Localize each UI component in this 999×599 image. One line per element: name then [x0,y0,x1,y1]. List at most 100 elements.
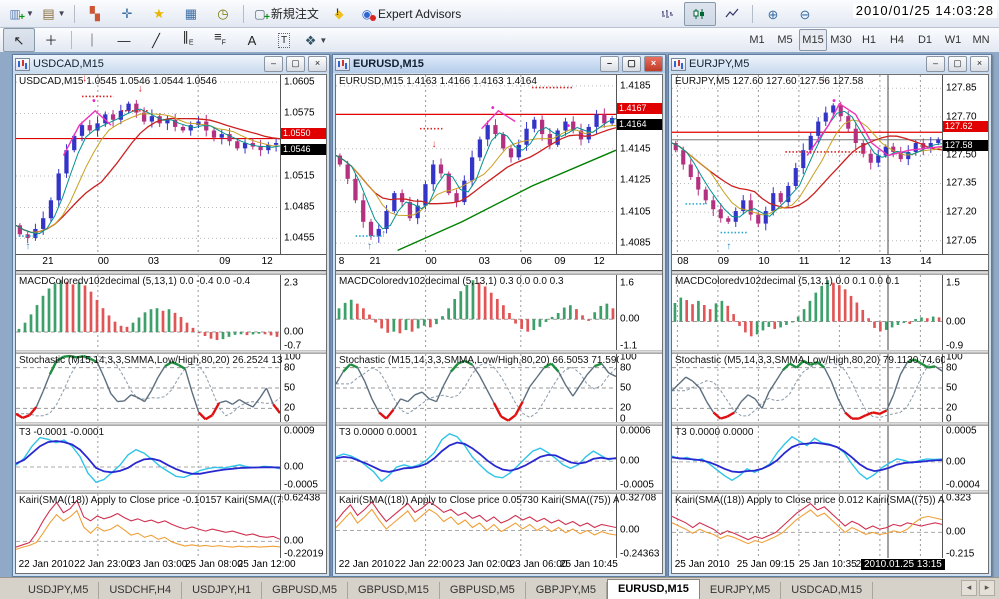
close-button[interactable]: × [644,56,663,72]
line-chart-button[interactable] [716,2,748,26]
kairi-plot[interactable] [16,494,280,558]
zoom-out-button[interactable]: ⊖ [789,2,821,26]
data-window-button[interactable]: ✛ [111,2,143,26]
kairi-pane[interactable]: Kairi(SMA((18)) Apply to Close price 0.0… [336,494,662,558]
bar-chart-button[interactable] [652,2,684,26]
kairi-pane[interactable]: Kairi(SMA((18)) Apply to Close price -0.… [16,494,326,558]
timeframe-button-h1[interactable]: H1 [861,34,877,46]
t3-pane[interactable]: T3 0.0000 0.0000 0.0005 0.00 -0.0004 [672,426,988,490]
fibonacci-tool-button[interactable]: ≡F [204,28,236,52]
main-pane[interactable]: ↓ ↑ • EURJPY,M5 127.60 127.60 127.56 127.58… [672,75,988,255]
macd-pane[interactable]: MACDColoredv102decimal (5,13,1) 0.0 -0.4… [16,275,326,350]
chart-tab[interactable]: GBPUSD,M5 [262,582,348,599]
chart-tab[interactable]: USDCHF,H4 [99,582,183,599]
chart-tab[interactable]: GBPUSD,M5 [440,582,526,599]
stoch-plot[interactable] [672,354,942,422]
timeframe-button-m30[interactable]: M30 [830,34,852,46]
restore-button[interactable]: ▢ [622,56,641,72]
horizontal-line-tool-button[interactable]: — [108,28,140,52]
vertical-line-tool-button[interactable]: ｜ [76,28,108,52]
kairi-plot[interactable] [336,494,616,558]
candlestick-chart-button[interactable] [684,2,716,26]
restore-button[interactable]: ▢ [286,56,305,72]
strategy-tester-button[interactable]: ◷ [207,2,239,26]
pane-separator[interactable] [16,350,326,354]
chart-tab[interactable]: USDJPY,M5 [18,582,100,599]
macd-plot[interactable] [672,275,942,350]
tab-scroll-right-button[interactable]: ▸ [979,580,995,596]
timeframe-button-h4[interactable]: H4 [889,34,905,46]
t3-plot[interactable] [672,426,942,490]
macd-plot[interactable] [16,275,280,350]
pane-separator[interactable] [672,422,988,426]
market-watch-button[interactable]: ▚ [79,2,111,26]
pane-separator[interactable] [336,490,662,494]
pane-separator[interactable] [672,271,988,275]
pane-separator[interactable] [16,271,326,275]
timeframe-button-m15[interactable]: M15 [799,29,827,51]
cursor-tool-button[interactable]: ↖ [3,28,35,52]
macd-pane[interactable]: MACDColoredv102decimal (5,13,1) 0.0 0.1 … [672,275,988,350]
pane-separator[interactable] [16,422,326,426]
trendline-tool-button[interactable]: ╱ [140,28,172,52]
t3-plot[interactable] [336,426,616,490]
kairi-pane[interactable]: Kairi(SMA((18)) Apply to Close price 0.0… [672,494,988,558]
restore-button[interactable]: ▢ [948,56,967,72]
stoch-plot[interactable] [16,354,280,422]
chart-tab[interactable]: USDCAD,M15 [781,582,874,599]
new-order-button[interactable]: ▢ + 新規注文 [248,2,323,26]
window-titlebar[interactable]: EURJPY,M5 – ▢ × [669,55,991,73]
window-titlebar[interactable]: EURUSD,M15 – ▢ × [333,55,665,73]
kairi-plot[interactable] [672,494,942,558]
pane-separator[interactable] [336,350,662,354]
timeframe-button-mn[interactable]: MN [972,34,990,46]
zoom-in-button[interactable]: ⊕ [757,2,789,26]
new-chart-button[interactable]: ▥ + ▼ [3,2,38,26]
stoch-pane[interactable]: Stochastic (M5,14,3,3,SMMA,Low/High,80,2… [672,354,988,422]
main-plot[interactable]: ↑ ↑ ↓ • • [336,75,616,254]
t3-plot[interactable] [16,426,280,490]
main-pane[interactable]: ↑ ↑ ↓ • • EURUSD,M15 1.4163 1.4166 1.4163 1.4… [336,75,662,255]
chart-tab[interactable]: EURJPY,M5 [700,582,782,599]
crosshair-tool-button[interactable]: ＋ [35,28,67,52]
stoch-pane[interactable]: Stochastic (M15,14,3,3,SMMA,Low/High,80,… [16,354,326,422]
minimize-button[interactable]: – [600,56,619,72]
expert-advisors-button[interactable]: ◉ Expert Advisors [355,2,465,26]
window-titlebar[interactable]: USDCAD,M15 – ▢ × [13,55,329,73]
chart-tab[interactable]: USDJPY,H1 [182,582,263,599]
pane-separator[interactable] [336,271,662,275]
pane-separator[interactable] [336,422,662,426]
channel-tool-button[interactable]: ∥E [172,28,204,52]
stoch-pane[interactable]: Stochastic (M15,14,3,3,SMMA,Low/High,80,… [336,354,662,422]
pane-separator[interactable] [672,350,988,354]
pane-separator[interactable] [16,490,326,494]
minimize-button[interactable]: – [926,56,945,72]
terminal-button[interactable]: ▦ [175,2,207,26]
pane-separator[interactable] [672,490,988,494]
minimize-button[interactable]: – [264,56,283,72]
text-label-tool-button[interactable]: T [268,28,300,52]
main-plot[interactable]: ↓ ↑ • [672,75,942,254]
tab-scroll-left-button[interactable]: ◂ [961,580,977,596]
chart-tab[interactable]: GBPJPY,M5 [526,582,608,599]
navigator-button[interactable]: ★ [143,2,175,26]
chart-tab[interactable]: GBPUSD,M15 [348,582,440,599]
main-pane[interactable]: ↓ ↓ ↑ • USDCAD,M15 1.0545 1.0546 1.0544 1.05… [16,75,326,255]
close-button[interactable]: × [970,56,989,72]
macd-pane[interactable]: MACDColoredv102decimal (5,13,1) 0.3 0.0 … [336,275,662,350]
t3-pane[interactable]: T3 -0.0001 -0.0001 0.0009 0.00 -0.0005 [16,426,326,490]
close-button[interactable]: × [308,56,327,72]
macd-plot[interactable] [336,275,616,350]
timeframe-button-d1[interactable]: D1 [917,34,933,46]
stoch-plot[interactable] [336,354,616,422]
t3-pane[interactable]: T3 0.0000 0.0001 0.0006 0.00 -0.0005 [336,426,662,490]
timeframe-button-m1[interactable]: M1 [749,34,765,46]
profiles-button[interactable]: ▤ ▼ [38,2,70,26]
timeframe-button-m5[interactable]: M5 [777,34,793,46]
chart-tab[interactable]: EURUSD,M15 [607,579,700,599]
metaeditor-button[interactable]: ◆! [323,2,355,26]
main-plot[interactable]: ↓ ↓ ↑ • [16,75,280,254]
arrows-tool-button[interactable]: ❖ ▼ [300,28,332,52]
timeframe-button-w1[interactable]: W1 [944,34,962,46]
text-tool-button[interactable]: A [236,28,268,52]
